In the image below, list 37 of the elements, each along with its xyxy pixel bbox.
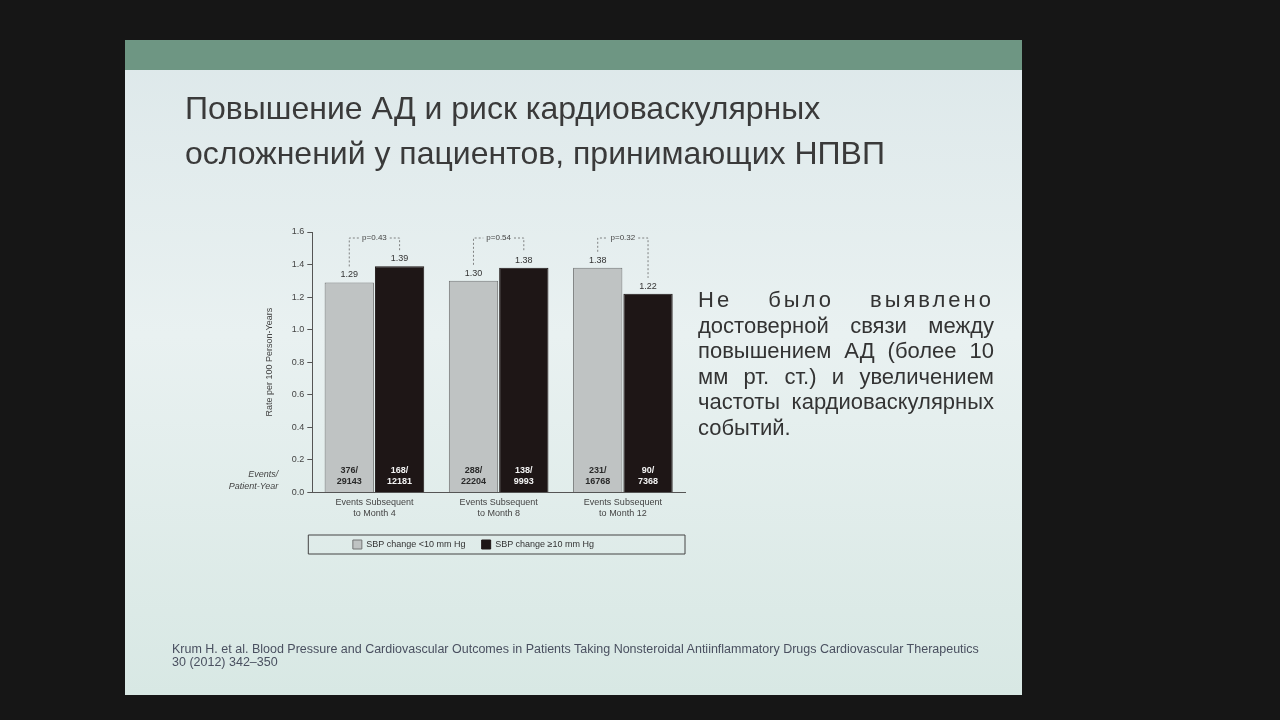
- annotation: 288/ 22204: [460, 465, 487, 487]
- x-tick-label: Events Subsequent to Month 12: [583, 497, 663, 519]
- legend-label: SBP change ≥10 mm Hg: [495, 538, 594, 549]
- chart-title: Повышение АД и риск кардиоваскулярных осложнений у пациентов, принимающих НПВП: [185, 89, 886, 173]
- y-tick-label: 1.0: [291, 324, 305, 335]
- bar: [499, 267, 549, 492]
- text: Krum H. et al. Blood Pressure and Cardiovascular Outcomes in Patients Taking Nonsteroidal Antiinflammatory Drugs Cardiovascular Therapeutics 30 (2012) 342–350: [172, 642, 980, 669]
- annotation: p=0.43: [362, 233, 388, 243]
- y-tick-label: 0.4: [291, 421, 305, 432]
- y-tick-label: 0.8: [291, 356, 305, 367]
- y-tick-label: 0.2: [291, 454, 305, 465]
- annotation: 168/ 12181: [387, 465, 413, 487]
- annotation: 90/ 7368: [638, 465, 659, 487]
- annotation: p=0.32: [610, 233, 636, 243]
- legend-label: SBP change <10 mm Hg: [366, 538, 466, 549]
- data-label: 1.22: [639, 280, 657, 291]
- data-label: 1.30: [464, 267, 483, 278]
- data-label: 1.39: [390, 253, 409, 264]
- y-tick-label: 0.0: [291, 486, 305, 497]
- x-tick-label: Events Subsequent to Month 4: [335, 497, 414, 519]
- bar: [374, 266, 425, 492]
- data-label: 1.29: [340, 269, 359, 280]
- y-axis-title: Rate per 100 Person-Years: [263, 307, 274, 417]
- bar: [623, 293, 673, 492]
- y-tick-label: 0.6: [291, 389, 305, 400]
- data-label: 1.38: [588, 254, 607, 265]
- text: Не было выявлено достоверной связи между повышением АД (более 10 мм рт. ст.) и увеличением частоты кардиоваскулярных событий.: [698, 287, 994, 440]
- text: Events/ Patient-Year: [228, 468, 280, 491]
- annotation: p=0.54: [486, 233, 512, 243]
- annotation: 376/ 29143: [336, 465, 362, 487]
- data-label: 1.38: [515, 254, 533, 265]
- annotation: 231/ 16768: [585, 465, 611, 487]
- y-tick-label: 1.4: [291, 259, 305, 270]
- x-tick-label: Events Subsequent to Month 8: [459, 497, 539, 519]
- y-tick-label: 1.2: [291, 291, 305, 302]
- annotation: 138/ 9993: [513, 465, 534, 487]
- y-tick-label: 1.6: [291, 226, 305, 237]
